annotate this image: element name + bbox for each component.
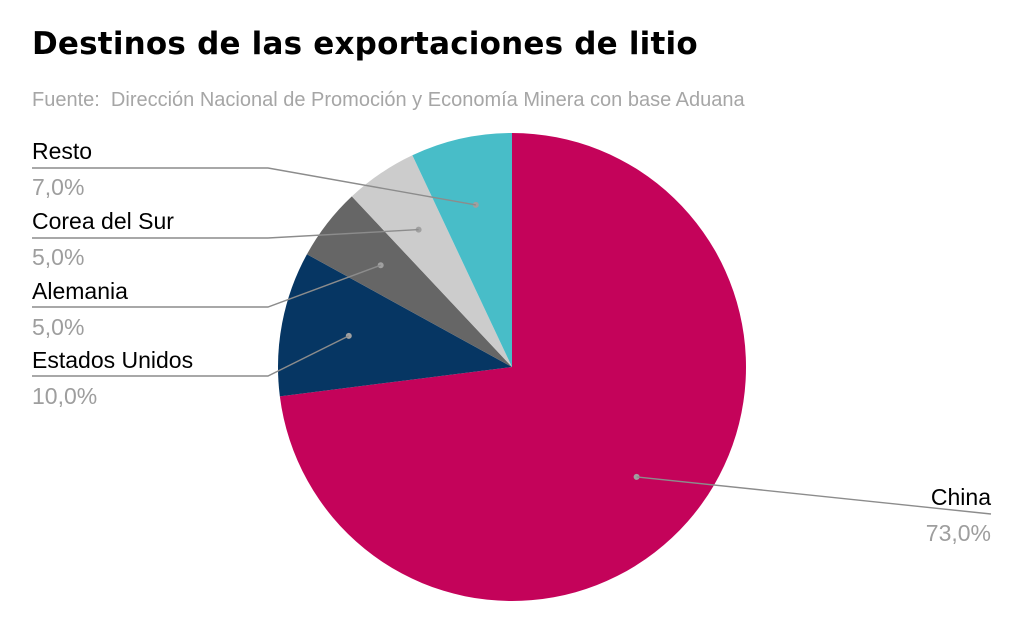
slice-value-estados-unidos: 10,0% [32, 383, 97, 409]
pie-slice-corea-del-sur [351, 155, 512, 367]
callout-line-alemania [32, 264, 381, 308]
slice-value-alemania: 5,0% [32, 314, 84, 340]
slice-value-china: 73,0% [926, 520, 991, 546]
pie-slice-resto [412, 133, 512, 367]
slice-value-resto: 7,0% [32, 174, 84, 200]
callout-line-estados-unidos [32, 335, 350, 377]
pie-slice-alemania [306, 196, 512, 367]
slice-label-alemania: Alemania [32, 278, 128, 304]
callout-line-resto [32, 167, 476, 206]
slice-value-corea-del-sur: 5,0% [32, 244, 84, 270]
chart-title: Destinos de las exportaciones de litio [32, 26, 698, 62]
pie-slice-china [279, 133, 747, 601]
slice-label-china: China [931, 484, 991, 510]
chart-subtitle: Fuente: Dirección Nacional de Promoción … [32, 89, 745, 111]
pie-slice-estados-unidos [278, 254, 512, 397]
slice-label-corea-del-sur: Corea del Sur [32, 208, 174, 234]
slice-label-resto: Resto [32, 138, 92, 164]
slice-label-estados-unidos: Estados Unidos [32, 347, 193, 373]
callout-line-corea-del-sur [32, 228, 419, 239]
callout-line-china [636, 476, 992, 515]
